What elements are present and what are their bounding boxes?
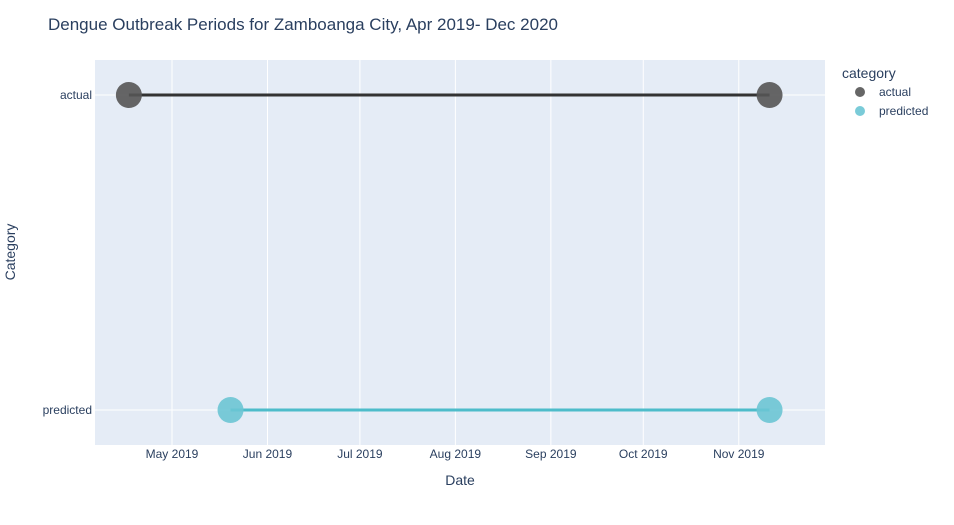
- x-tick-label: Jul 2019: [337, 447, 383, 461]
- x-axis-title: Date: [445, 472, 475, 488]
- series-point: [756, 397, 783, 423]
- legend-item-predicted: predicted: [879, 104, 928, 118]
- y-tick-label: predicted: [43, 403, 92, 417]
- x-tick-labels: May 2019 Jun 2019 Jul 2019 Aug 2019 Sep 2019…: [146, 447, 765, 461]
- x-tick-label: Aug 2019: [430, 447, 482, 461]
- plot-area: [95, 60, 825, 445]
- series-group: [115, 82, 783, 423]
- legend-marker: [855, 87, 865, 97]
- series-predicted: [217, 397, 783, 423]
- x-tick-label: Oct 2019: [619, 447, 668, 461]
- y-tick-label: actual: [60, 88, 92, 102]
- series-actual: [115, 82, 783, 108]
- legend-marker: [855, 106, 865, 116]
- x-tick-label: Jun 2019: [243, 447, 293, 461]
- series-point: [217, 397, 244, 423]
- y-tick-labels: actual predicted: [43, 88, 92, 417]
- chart-title: Dengue Outbreak Periods for Zamboanga Ci…: [48, 15, 558, 34]
- series-point: [115, 82, 142, 108]
- series-point: [756, 82, 783, 108]
- legend[interactable]: category actual predicted: [842, 65, 928, 118]
- x-tick-label: Sep 2019: [525, 447, 577, 461]
- x-tick-label: May 2019: [146, 447, 199, 461]
- legend-title: category: [842, 65, 896, 81]
- legend-item-actual: actual: [879, 85, 911, 99]
- y-axis-title: Category: [2, 224, 18, 281]
- x-tick-label: Nov 2019: [713, 447, 765, 461]
